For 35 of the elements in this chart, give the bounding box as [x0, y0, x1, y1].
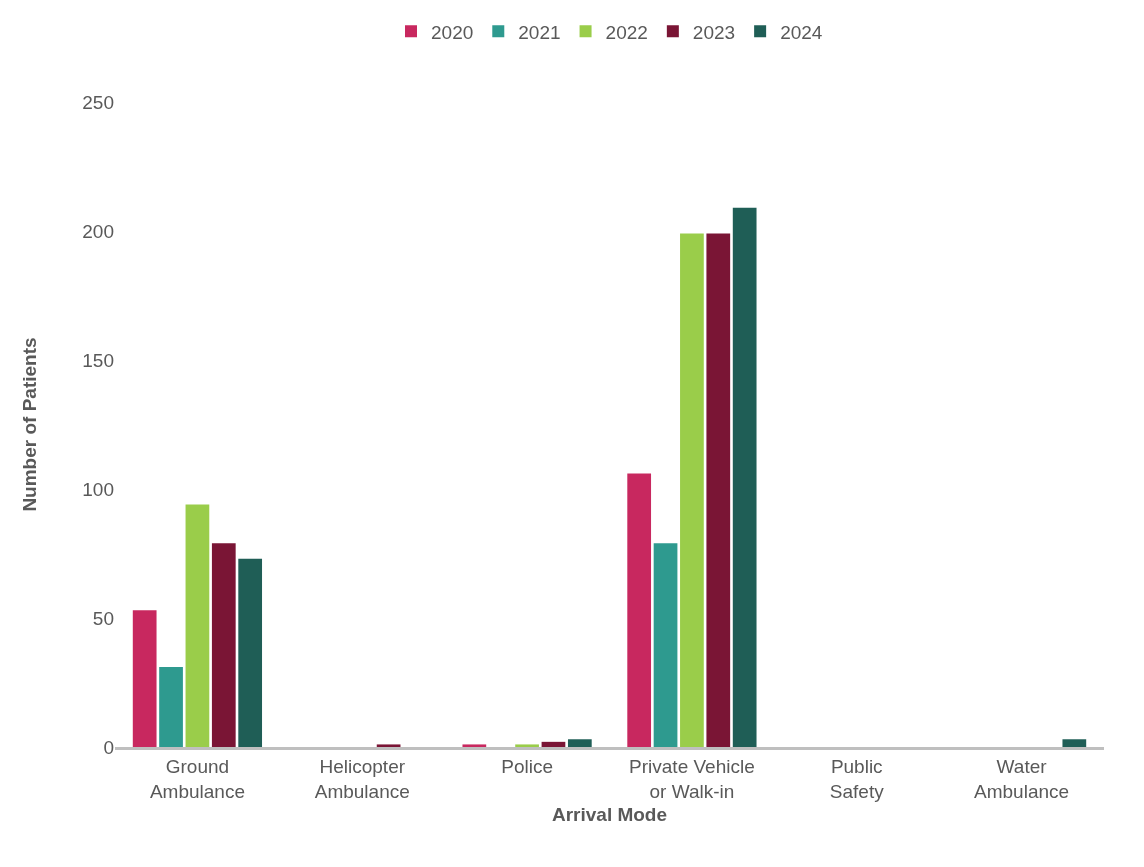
x-tick-label: Public Safety — [829, 755, 885, 802]
bar — [653, 543, 678, 747]
y-tick-label: 100 — [82, 478, 114, 500]
y-tick-label: 250 — [82, 91, 114, 113]
legend-label: 2024 — [780, 21, 823, 43]
bar — [627, 473, 652, 747]
bar — [515, 744, 539, 747]
x-axis-title: Arrival Mode — [551, 803, 668, 825]
x-tick-label: Helicopter Ambulance — [314, 755, 410, 802]
bar — [376, 744, 401, 747]
legend-label: 2022 — [605, 21, 648, 43]
bar — [185, 504, 210, 747]
bar — [159, 667, 183, 747]
bar — [211, 543, 236, 747]
bar — [132, 610, 157, 747]
legend-label: 2021 — [518, 21, 561, 43]
legend-label: 2023 — [692, 21, 736, 43]
y-tick-label: 150 — [82, 349, 114, 371]
legend-label: 2020 — [431, 21, 474, 43]
bar — [238, 558, 263, 747]
y-tick-label: 50 — [92, 607, 114, 629]
x-tick-label: Water Ambulance — [974, 755, 1070, 802]
bar — [462, 744, 487, 747]
x-tick-label: Private Vehicle or Walk-in — [629, 755, 755, 802]
bar — [706, 233, 731, 747]
y-tick-label: 0 — [103, 736, 114, 758]
x-tick-label: Police — [501, 755, 553, 777]
y-axis-title: Number of Patients — [19, 337, 41, 512]
bar — [1062, 739, 1087, 747]
bar — [680, 233, 704, 747]
x-tick-label: Ground Ambulance — [149, 755, 245, 802]
y-tick-label: 200 — [82, 220, 114, 242]
bar — [567, 739, 592, 747]
bar — [541, 741, 566, 747]
bar — [732, 207, 757, 747]
